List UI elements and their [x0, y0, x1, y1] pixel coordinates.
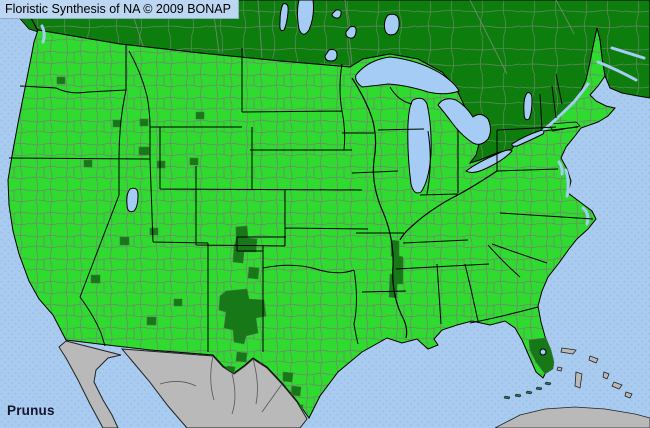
- lakes: [40, 0, 646, 356]
- species-label: Prunus: [7, 403, 55, 418]
- mexico-region: [120, 348, 308, 428]
- south-florida-dark-counties: [528, 337, 555, 375]
- lake-michigan: [407, 97, 432, 194]
- st-lawrence-river: [542, 82, 590, 132]
- lake-nipigon: [383, 13, 400, 36]
- mississippi-river: [351, 77, 408, 339]
- lake-winnipeg: [297, 0, 314, 35]
- lake-manitoba: [279, 3, 289, 32]
- baja-california: [58, 340, 122, 428]
- lake-ontario: [511, 129, 545, 147]
- great-salt-lake: [126, 187, 139, 213]
- bay-of-fundy: [596, 60, 638, 82]
- delaware-bay: [557, 160, 564, 176]
- ohio-river: [399, 170, 498, 241]
- bahamas-islands: [556, 347, 633, 399]
- lake-erie: [465, 149, 513, 173]
- puget-sound: [40, 24, 46, 44]
- lake-champlain: [523, 92, 533, 121]
- pamlico-sound: [581, 206, 590, 226]
- mexico-state-borders: [159, 355, 283, 415]
- lake-okeechobee: [539, 348, 547, 356]
- lake-huron: [437, 98, 491, 145]
- map-title-bar: Floristic Synthesis of NA © 2009 BONAP: [0, 0, 239, 19]
- state-borders-west: [8, 44, 369, 352]
- cuba: [494, 406, 650, 428]
- lake-superior: [355, 56, 460, 95]
- map-title: Floristic Synthesis of NA © 2009 BONAP: [5, 2, 231, 16]
- florida-keys: [503, 381, 552, 400]
- chesapeake-bay: [564, 168, 570, 198]
- state-borders-east: [342, 73, 594, 325]
- long-island: [548, 121, 581, 132]
